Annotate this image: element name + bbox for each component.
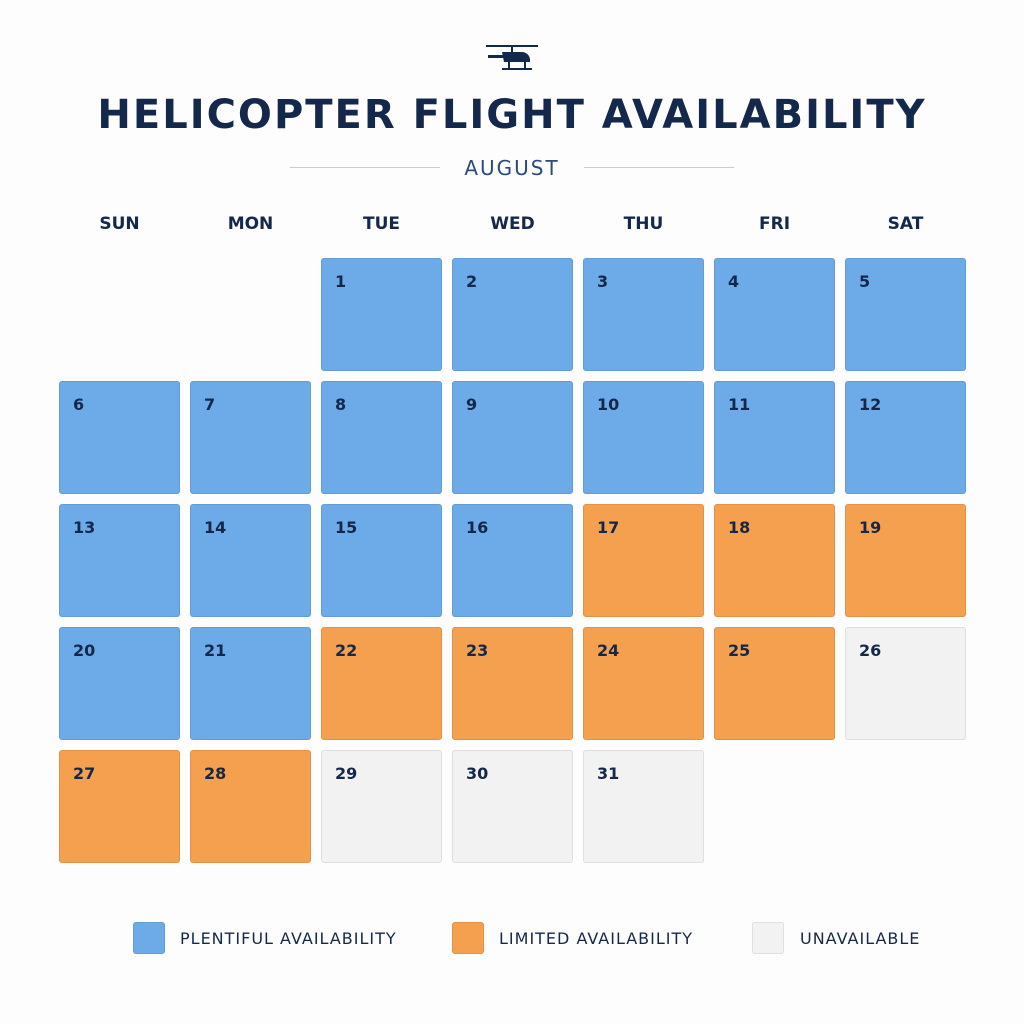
day-number: 22 <box>335 641 358 660</box>
day-cell: 21 <box>190 627 311 740</box>
day-number: 19 <box>859 518 882 537</box>
day-cell: 28 <box>190 750 311 863</box>
legend-label: LIMITED AVAILABILITY <box>499 929 694 948</box>
day-number: 21 <box>204 641 227 660</box>
day-number: 18 <box>728 518 751 537</box>
divider <box>290 167 440 168</box>
day-number: 15 <box>335 518 358 537</box>
title: HELICOPTER FLIGHT AVAILABILITY <box>97 92 927 138</box>
day-number: 27 <box>73 764 96 783</box>
day-cell: 17 <box>583 504 704 617</box>
day-number: 31 <box>597 764 620 783</box>
day-cell: 15 <box>321 504 442 617</box>
day-number: 4 <box>728 272 740 291</box>
day-number: 30 <box>466 764 489 783</box>
day-cell: 25 <box>714 627 835 740</box>
helicopter-icon <box>486 45 538 70</box>
day-cell: 24 <box>583 627 704 740</box>
day-cell: 26 <box>845 627 966 740</box>
day-cell: 3 <box>583 258 704 371</box>
day-number: 7 <box>204 395 216 414</box>
day-number: 28 <box>204 764 227 783</box>
day-number: 29 <box>335 764 358 783</box>
legend-label: PLENTIFUL AVAILABILITY <box>180 929 397 948</box>
weekday: TUE <box>362 214 400 234</box>
weekday: WED <box>490 214 535 234</box>
day-cell: 12 <box>845 381 966 494</box>
day-number: 1 <box>335 272 347 291</box>
day-number: 3 <box>597 272 609 291</box>
day-number: 5 <box>859 272 871 291</box>
day-number: 20 <box>73 641 96 660</box>
legend-label: UNAVAILABLE <box>800 929 921 948</box>
day-cell: 7 <box>190 381 311 494</box>
day-cell: 16 <box>452 504 573 617</box>
weekday: MON <box>227 214 274 234</box>
day-number: 24 <box>597 641 620 660</box>
day-number: 6 <box>73 395 85 414</box>
day-number: 13 <box>73 518 96 537</box>
day-cell: 19 <box>845 504 966 617</box>
month: AUGUST <box>464 156 560 180</box>
day-cell: 10 <box>583 381 704 494</box>
legend-swatch <box>752 922 784 954</box>
weekday: SAT <box>887 214 924 234</box>
legend-swatch <box>452 922 484 954</box>
day-cell: 13 <box>59 504 180 617</box>
day-cell: 22 <box>321 627 442 740</box>
day-number: 11 <box>728 395 751 414</box>
day-number: 26 <box>859 641 882 660</box>
weekday: THU <box>623 214 664 234</box>
day-cell: 14 <box>190 504 311 617</box>
day-cell: 5 <box>845 258 966 371</box>
weekday: FRI <box>758 214 791 234</box>
day-cell: 9 <box>452 381 573 494</box>
day-number: 16 <box>466 518 489 537</box>
day-number: 17 <box>597 518 620 537</box>
day-cell: 30 <box>452 750 573 863</box>
day-number: 14 <box>204 518 227 537</box>
day-number: 2 <box>466 272 478 291</box>
day-cell: 2 <box>452 258 573 371</box>
day-number: 23 <box>466 641 489 660</box>
day-number: 9 <box>466 395 478 414</box>
day-cell: 11 <box>714 381 835 494</box>
day-cell: 27 <box>59 750 180 863</box>
day-number: 10 <box>597 395 620 414</box>
day-cell: 20 <box>59 627 180 740</box>
day-cell: 6 <box>59 381 180 494</box>
day-number: 25 <box>728 641 751 660</box>
day-number: 8 <box>335 395 347 414</box>
day-cell: 1 <box>321 258 442 371</box>
day-cell: 29 <box>321 750 442 863</box>
day-number: 12 <box>859 395 882 414</box>
day-cell: 18 <box>714 504 835 617</box>
weekday: SUN <box>99 214 140 234</box>
day-cell: 23 <box>452 627 573 740</box>
day-cell: 31 <box>583 750 704 863</box>
day-cell: 4 <box>714 258 835 371</box>
day-cell: 8 <box>321 381 442 494</box>
legend-swatch <box>133 922 165 954</box>
divider <box>584 167 734 168</box>
